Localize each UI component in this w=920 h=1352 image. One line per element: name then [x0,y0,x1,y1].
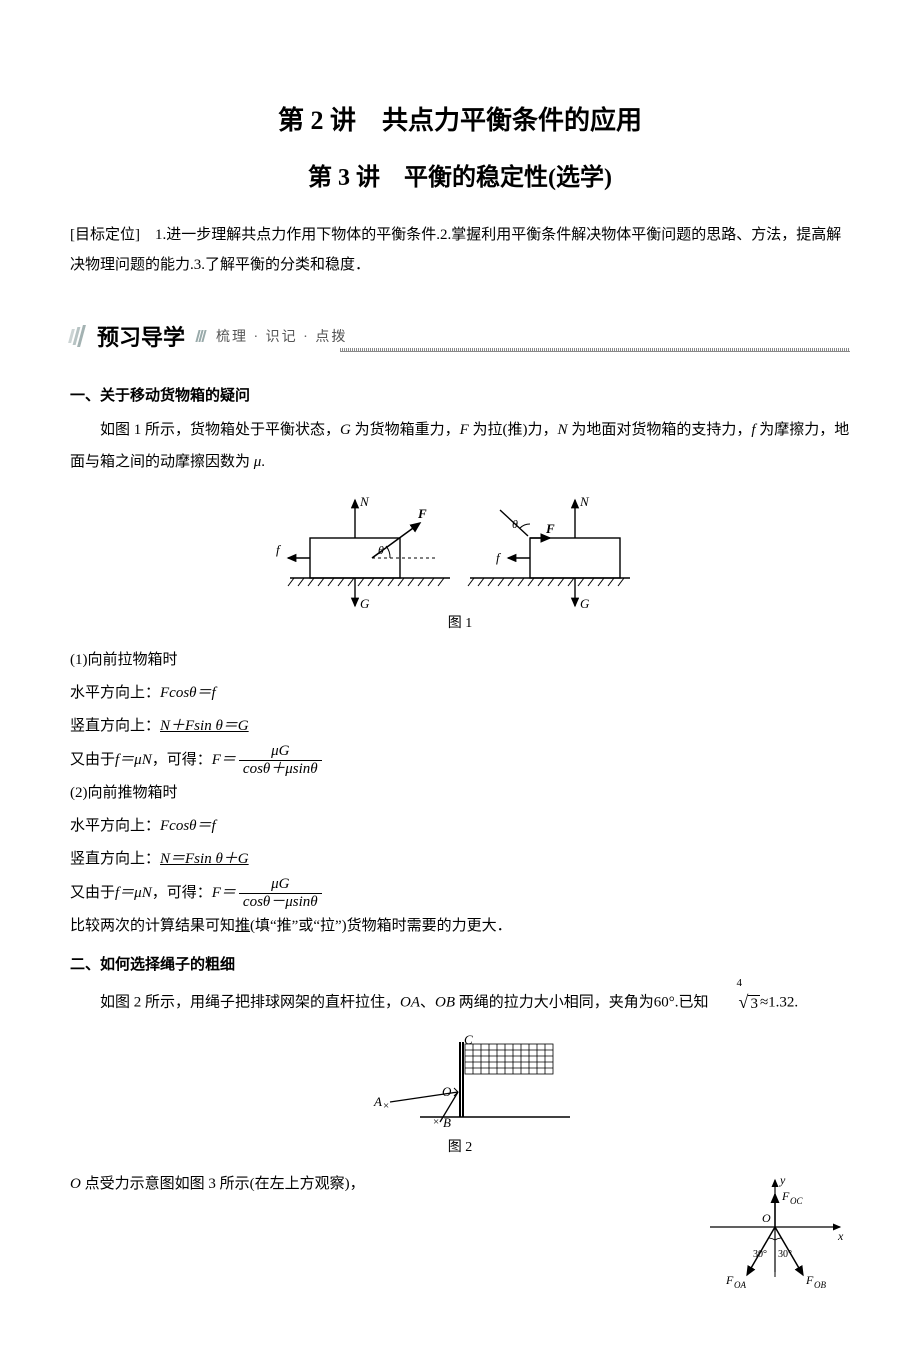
banner-small-stripes-icon [197,327,206,345]
sec1-p1-horiz: 水平方向上：Fcosθ＝f [70,677,850,710]
objective-text: [目标定位] 1.进一步理解共点力作用下物体的平衡条件.2.掌握利用平衡条件解决… [70,220,850,280]
figure-2: C O A × B × [70,1032,850,1132]
p2-aux-eq1: f＝μN [115,877,152,910]
p1-aux-mid: ，可得： [152,744,212,777]
p2-vert-pre: 竖直方向上： [70,851,160,867]
svg-text:F: F [417,506,427,521]
sec2-intro-c: ≈1.32. [760,994,798,1010]
sec2-intro-b: 两绳的拉力大小相同，夹角为60°.已知 [455,994,709,1010]
section-banner: 预习导学 梳理 · 识记 · 点拨 [70,320,850,354]
sec1-intro-a: 如图 1 所示，货物箱处于平衡状态， [100,422,340,438]
svg-text:F: F [725,1273,734,1287]
svg-text:N: N [359,494,370,509]
p2-horiz-eq: Fcosθ＝f [160,818,216,834]
svg-text:A: A [373,1094,382,1109]
p1-horiz-eq: Fcosθ＝f [160,685,216,701]
p1-aux-pre: 又由于 [70,744,115,777]
sec2-OA: OA [400,994,420,1010]
sec2-heading: 二、如何选择绳子的粗细 [70,953,850,974]
svg-text:30°: 30° [753,1249,767,1260]
svg-text:30°: 30° [778,1249,792,1260]
svg-text:OC: OC [790,1196,803,1206]
p2-aux-lhs: F＝ [212,877,236,910]
p1-horiz-pre: 水平方向上： [70,685,160,701]
svg-text:OB: OB [814,1280,826,1290]
sec2-OB: OB [435,994,455,1010]
svg-text:y: y [779,1173,786,1187]
p1-frac-num: μG [267,743,293,760]
svg-text:×: × [433,1116,439,1128]
p1-aux-lhs: F＝ [212,744,236,777]
compare-ans: 推 [235,918,250,934]
svg-text:θ: θ [512,517,518,531]
banner-stripes-icon [70,325,85,347]
svg-text:O: O [762,1211,771,1225]
figure-1: N G f F θ [70,488,850,608]
p2-frac: μG cosθ－μsinθ [239,876,322,910]
banner-title: 预习导学 [97,320,185,352]
svg-text:×: × [383,1100,389,1112]
fig1-caption: 图 1 [70,612,850,632]
compare-b: (填“推”或“拉”)货物箱时需要的力更大． [250,918,512,934]
sec1-intro: 如图 1 所示，货物箱处于平衡状态，G 为货物箱重力，F 为拉(推)力，N 为地… [70,415,850,478]
p1-aux-eq1: f＝μN [115,744,152,777]
svg-text:G: G [360,596,370,608]
fig2-caption: 图 2 [70,1136,850,1156]
p2-frac-num: μG [267,876,293,893]
svg-text:θ: θ [378,543,384,557]
figure-3: x y O F OC F OA F OB 30° 30° [700,1172,850,1292]
p1-frac-den: cosθ＋μsinθ [239,760,322,778]
sec1-heading: 一、关于移动货物箱的疑问 [70,384,850,405]
p1-vert-eq: N＋Fsin θ＝G [160,718,249,734]
sec1-compare: 比较两次的计算结果可知推(填“推”或“拉”)货物箱时需要的力更大． [70,910,850,943]
sec1-p1-label: (1)向前拉物箱时 [70,644,850,677]
sec2-intro-a: 如图 2 所示，用绳子把排球网架的直杆拉住， [100,994,400,1010]
svg-text:OA: OA [734,1280,746,1290]
sec1-p1-aux: 又由于 f＝μN ，可得： F＝ μG cosθ＋μsinθ [70,743,850,777]
banner-desc: 梳理 · 识记 · 点拨 [216,326,347,346]
p2-vert-eq: N＝Fsin θ＋G [160,851,249,867]
p1-frac: μG cosθ＋μsinθ [239,743,322,777]
sec1-p2-aux: 又由于 f＝μN ，可得： F＝ μG cosθ－μsinθ [70,876,850,910]
sec2-intro: 如图 2 所示，用绳子把排球网架的直杆拉住，OA、OB 两绳的拉力大小相同，夹角… [70,984,850,1022]
page-title-sub: 第 3 讲 平衡的稳定性(选学) [70,157,850,192]
sec1-p1-vert: 竖直方向上：N＋Fsin θ＝G [70,710,850,743]
sec1-p2-vert: 竖直方向上：N＝Fsin θ＋G [70,843,850,876]
sec1-p2-horiz: 水平方向上：Fcosθ＝f [70,810,850,843]
sec1-intro-c: 为拉(推)力， [469,422,558,438]
svg-text:F: F [545,521,555,536]
svg-text:x: x [837,1229,844,1243]
svg-text:N: N [579,494,590,509]
root-radicand: 3 [748,995,760,1012]
svg-text:f: f [276,542,282,557]
svg-text:f: f [496,550,502,565]
sec2-O: O [70,1176,81,1192]
sec2-force-text: 点受力示意图如图 3 所示(在左上方观察)， [81,1176,365,1192]
root-index: 4 [707,972,743,995]
page-title-main: 第 2 讲 共点力平衡条件的应用 [70,100,850,137]
compare-a: 比较两次的计算结果可知 [70,918,235,934]
p2-aux-mid: ，可得： [152,877,212,910]
sec1-intro-d: 为地面对货物箱的支持力， [568,422,752,438]
sec1-intro-b: 为货物箱重力， [351,422,460,438]
svg-text:F: F [805,1273,814,1287]
svg-text:O: O [442,1084,452,1099]
svg-text:F: F [781,1189,790,1203]
sec1-p2-label: (2)向前推物箱时 [70,777,850,810]
p1-vert-pre: 竖直方向上： [70,718,160,734]
svg-text:B: B [443,1115,451,1130]
p2-frac-den: cosθ－μsinθ [239,893,322,911]
svg-text:G: G [580,596,590,608]
p2-aux-pre: 又由于 [70,877,115,910]
p2-horiz-pre: 水平方向上： [70,818,160,834]
